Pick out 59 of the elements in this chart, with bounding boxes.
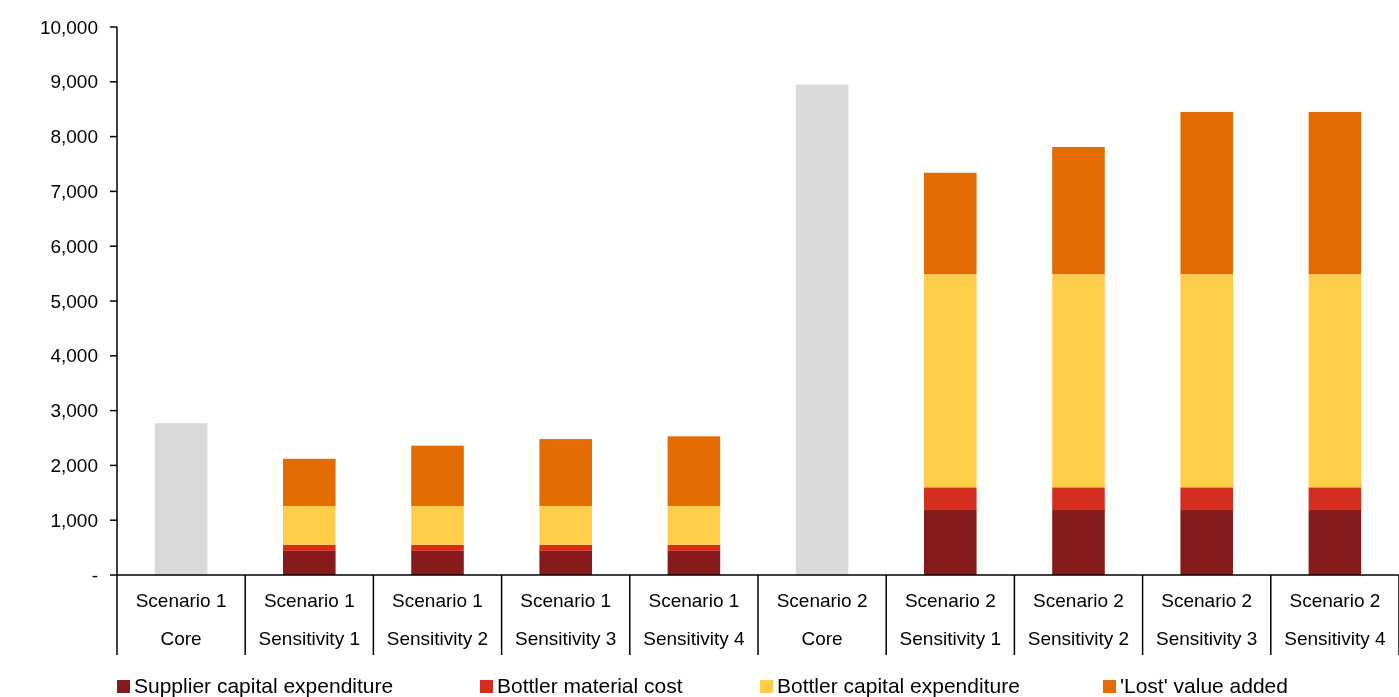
bar: [283, 544, 336, 551]
y-tick-label: 5,000: [50, 290, 98, 312]
y-tick-label: 7,000: [50, 181, 98, 203]
legend-label: Bottler capital expenditure: [777, 674, 1020, 697]
y-tick-label: -: [91, 564, 98, 586]
bar: [1308, 111, 1362, 275]
bar: [154, 423, 208, 575]
legend-label: 'Lost' value added: [1120, 674, 1288, 697]
bar: [539, 544, 592, 551]
bar: [1180, 274, 1233, 488]
bar: [667, 550, 721, 575]
bar: [1052, 147, 1105, 275]
legend-label: Bottler material cost: [497, 674, 683, 697]
bar: [924, 274, 977, 488]
x-tick-label: Scenario 1 Sensitivity 3: [515, 590, 617, 649]
bar: [411, 544, 464, 551]
x-tick-label: Scenario 2 Sensitivity 4: [1284, 590, 1387, 649]
y-tick-label: 2,000: [50, 455, 98, 477]
bar: [667, 505, 721, 545]
y-tick-label: 9,000: [50, 71, 98, 93]
x-tick-label: Scenario 2 Sensitivity 2: [1027, 590, 1130, 649]
x-tick-label: Scenario 2 Sensitivity 3: [1156, 590, 1258, 649]
bar: [1180, 111, 1233, 275]
x-tick-label: Scenario 1 Sensitivity 1: [258, 590, 360, 649]
bar: [1052, 274, 1105, 488]
legend-label: Supplier capital expenditure: [134, 674, 394, 697]
y-tick-label: 10,000: [39, 16, 98, 38]
y-tick-label: 3,000: [50, 400, 98, 422]
bar: [539, 550, 592, 575]
bar: [283, 458, 336, 506]
bar: [1052, 509, 1105, 575]
y-tick-label: 4,000: [50, 345, 98, 367]
bar: [411, 445, 464, 506]
x-tick-label: Scenario 2 Sensitivity 1: [899, 590, 1001, 649]
bar: [924, 509, 977, 575]
bar: [1308, 509, 1362, 575]
y-tick-label: 6,000: [50, 235, 98, 257]
bar: [667, 436, 721, 506]
bar: [1180, 509, 1233, 575]
bar: [539, 505, 592, 545]
bar: [539, 439, 592, 506]
bar: [411, 505, 464, 545]
y-tick-label: 1,000: [50, 509, 98, 531]
x-tick-label: Scenario 1 Sensitivity 4: [643, 590, 746, 649]
bar: [924, 487, 977, 510]
y-tick-label: 8,000: [50, 126, 98, 148]
bar: [1308, 487, 1362, 510]
bar: [667, 544, 721, 551]
bar: [924, 172, 977, 275]
bar: [1052, 487, 1105, 510]
bar: [1180, 487, 1233, 510]
bar: [283, 505, 336, 545]
x-tick-label: Scenario 2 Core: [776, 590, 868, 649]
bar: [411, 550, 464, 575]
bar: [795, 84, 849, 575]
x-tick-label: Scenario 1 Sensitivity 2: [386, 590, 489, 649]
bar: [283, 550, 336, 575]
x-tick-label: Scenario 1 Core: [135, 590, 227, 649]
bar: [1308, 274, 1362, 488]
